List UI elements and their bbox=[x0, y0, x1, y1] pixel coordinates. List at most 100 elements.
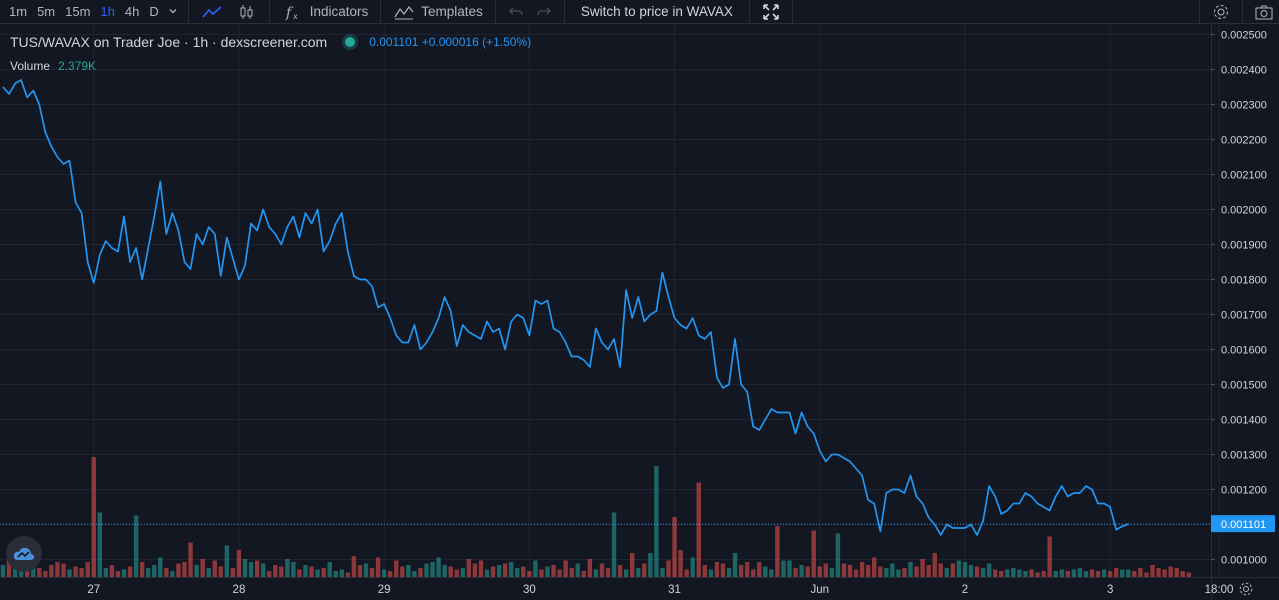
volume-bar bbox=[575, 563, 580, 577]
chart-style-candles-button[interactable] bbox=[229, 4, 263, 20]
volume-bar bbox=[841, 563, 847, 577]
x-tick-label: 2 bbox=[962, 584, 968, 596]
y-tick-label: 0.001700 bbox=[1221, 310, 1267, 322]
price-chart[interactable]: 0.002500 0.002400 0.002300 0.002200 0.002100… bbox=[0, 24, 1279, 600]
timeframe-4h[interactable]: 4h bbox=[124, 3, 140, 19]
volume-bar bbox=[630, 553, 635, 577]
volume-bar bbox=[279, 566, 284, 577]
volume-bar bbox=[6, 557, 12, 577]
redo-button[interactable] bbox=[530, 5, 558, 19]
volume-bar bbox=[363, 563, 369, 577]
volume-bar bbox=[859, 562, 865, 577]
volume-bar bbox=[738, 565, 744, 577]
volume-bar bbox=[545, 566, 550, 577]
volume-bar bbox=[484, 569, 490, 577]
volume-bar bbox=[1132, 571, 1137, 577]
volume-bar bbox=[672, 517, 677, 577]
volume-bar bbox=[793, 568, 798, 577]
volume-bar bbox=[726, 568, 732, 577]
timeframe-dropdown-chevron-icon[interactable] bbox=[164, 4, 182, 20]
toolbar-divider bbox=[748, 0, 750, 24]
volume-bar bbox=[872, 557, 877, 577]
volume-bar bbox=[980, 568, 986, 577]
volume-bar bbox=[200, 559, 205, 577]
fullscreen-button[interactable] bbox=[756, 3, 786, 21]
volume-bar bbox=[744, 562, 750, 577]
volume-bar bbox=[829, 568, 835, 577]
volume-bar bbox=[1083, 571, 1089, 577]
volume-bar bbox=[551, 565, 556, 577]
volume-bar bbox=[884, 568, 889, 577]
volume-bar bbox=[351, 556, 357, 577]
volume-bar bbox=[1065, 571, 1070, 577]
volume-bar bbox=[133, 515, 139, 577]
switch-price-button[interactable]: Switch to price in WAVAX bbox=[580, 4, 733, 19]
volume-value: 2.379K bbox=[58, 59, 97, 73]
volume-bar bbox=[442, 565, 447, 577]
gear-icon bbox=[1214, 4, 1228, 19]
y-tick-label: 0.001900 bbox=[1221, 240, 1267, 252]
volume-bar bbox=[527, 571, 532, 577]
price-quote: 0.001101 +0.000016 (+1.50%) bbox=[369, 35, 532, 49]
volume-bar bbox=[273, 565, 278, 577]
volume-bar bbox=[648, 553, 653, 577]
volume-bar bbox=[1120, 569, 1125, 577]
volume-bar bbox=[1089, 569, 1095, 577]
logo-icon[interactable] bbox=[6, 536, 42, 572]
volume-bar bbox=[212, 560, 217, 577]
volume-bar bbox=[1180, 571, 1185, 577]
volume-bar bbox=[811, 530, 816, 577]
volume-bar bbox=[1017, 569, 1022, 577]
x-tick-label: 29 bbox=[378, 584, 391, 596]
volume-bar bbox=[1144, 572, 1149, 577]
templates-button[interactable]: Templates bbox=[387, 4, 489, 20]
settings-button[interactable] bbox=[1206, 3, 1236, 21]
timeframe-5m[interactable]: 5m bbox=[37, 3, 56, 19]
volume-bar bbox=[369, 568, 375, 577]
svg-text:x: x bbox=[293, 12, 298, 20]
volume-bar bbox=[1059, 569, 1064, 577]
timeframe-1m[interactable]: 1m bbox=[9, 3, 28, 19]
volume-bar bbox=[182, 562, 187, 577]
toolbar-divider bbox=[791, 0, 793, 24]
volume-bar bbox=[303, 565, 308, 577]
volume-bar bbox=[938, 563, 943, 577]
volume-bar bbox=[642, 563, 647, 577]
volume-bar bbox=[242, 559, 248, 577]
volume-bar bbox=[1041, 571, 1046, 577]
timeframe-D[interactable]: D bbox=[149, 3, 159, 19]
volume-bar bbox=[557, 569, 562, 577]
undo-button[interactable] bbox=[502, 5, 530, 19]
timeframe-15m[interactable]: 15m bbox=[65, 3, 91, 19]
volume-bar bbox=[1035, 572, 1040, 577]
volume-bar bbox=[37, 568, 42, 577]
chart-style-line-button[interactable] bbox=[195, 4, 229, 20]
volume-bar bbox=[1071, 569, 1077, 577]
toolbar-divider bbox=[563, 0, 565, 24]
volume-bar bbox=[696, 482, 701, 577]
volume-bar bbox=[787, 560, 792, 577]
toolbar-divider bbox=[1242, 0, 1243, 24]
volume-bar bbox=[381, 569, 387, 577]
volume-bar bbox=[79, 568, 84, 577]
volume-bar bbox=[521, 566, 526, 577]
volume-bar bbox=[121, 569, 127, 577]
timeframe-1h[interactable]: 1h bbox=[100, 3, 115, 19]
scale-settings-gear-icon[interactable] bbox=[1238, 581, 1254, 597]
volume-bar bbox=[1053, 571, 1058, 577]
volume-bar bbox=[327, 562, 332, 577]
volume-label: Volume bbox=[10, 59, 51, 73]
volume-bar bbox=[617, 565, 623, 577]
symbol-title: TUS/WAVAX on Trader Joe · 1h · dexscreen… bbox=[10, 34, 328, 50]
volume-bar bbox=[1011, 568, 1016, 577]
volume-bar bbox=[85, 562, 90, 577]
volume-bar bbox=[466, 559, 472, 577]
screenshot-button[interactable] bbox=[1249, 4, 1279, 20]
toolbar-divider bbox=[380, 0, 382, 24]
volume-bar bbox=[218, 566, 223, 577]
volume-bar bbox=[1107, 571, 1113, 577]
volume-bar bbox=[1029, 569, 1034, 577]
